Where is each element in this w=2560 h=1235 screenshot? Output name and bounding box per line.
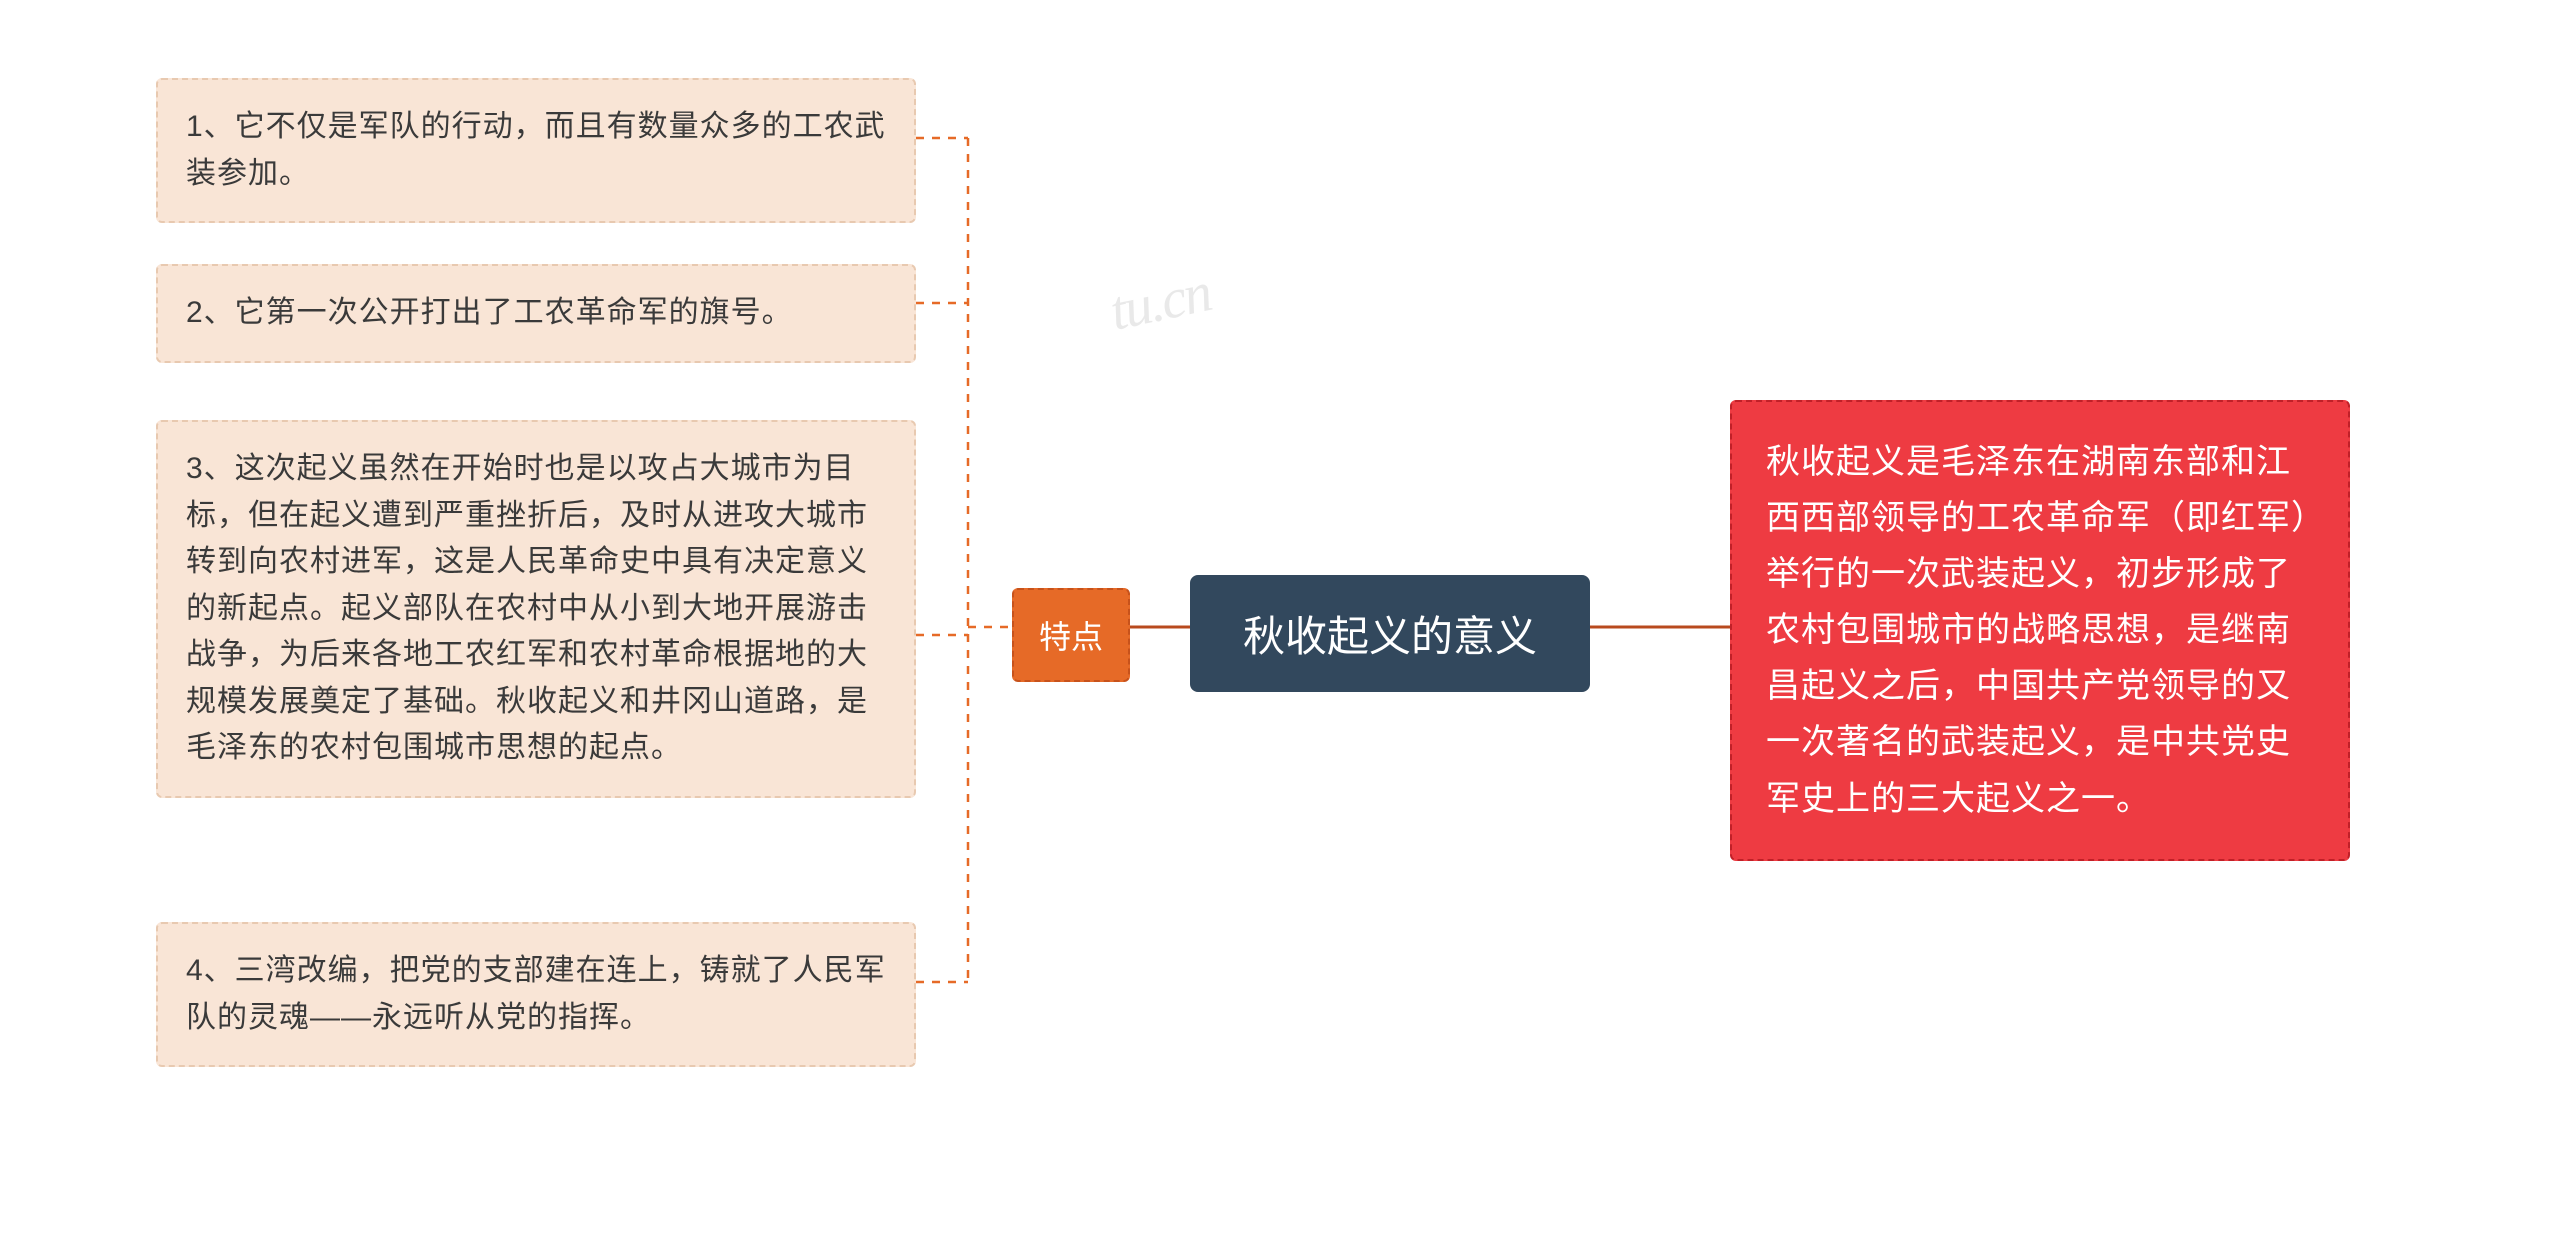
feature-item-4: 4、三湾改编，把党的支部建在连上，铸就了人民军队的灵魂——永远听从党的指挥。 bbox=[156, 922, 916, 1067]
significance-description: 秋收起义是毛泽东在湖南东部和江西西部领导的工农革命军（即红军）举行的一次武装起义… bbox=[1730, 400, 2350, 861]
watermark: tu.cn bbox=[1104, 260, 1216, 343]
feature-item-1: 1、它不仅是军队的行动，而且有数量众多的工农武装参加。 bbox=[156, 78, 916, 223]
center-topic: 秋收起义的意义 bbox=[1190, 575, 1590, 692]
feature-item-3: 3、这次起义虽然在开始时也是以攻占大城市为目标，但在起义遭到严重挫折后，及时从进… bbox=[156, 420, 916, 798]
feature-item-2: 2、它第一次公开打出了工农革命军的旗号。 bbox=[156, 264, 916, 363]
features-label: 特点 bbox=[1012, 588, 1130, 682]
